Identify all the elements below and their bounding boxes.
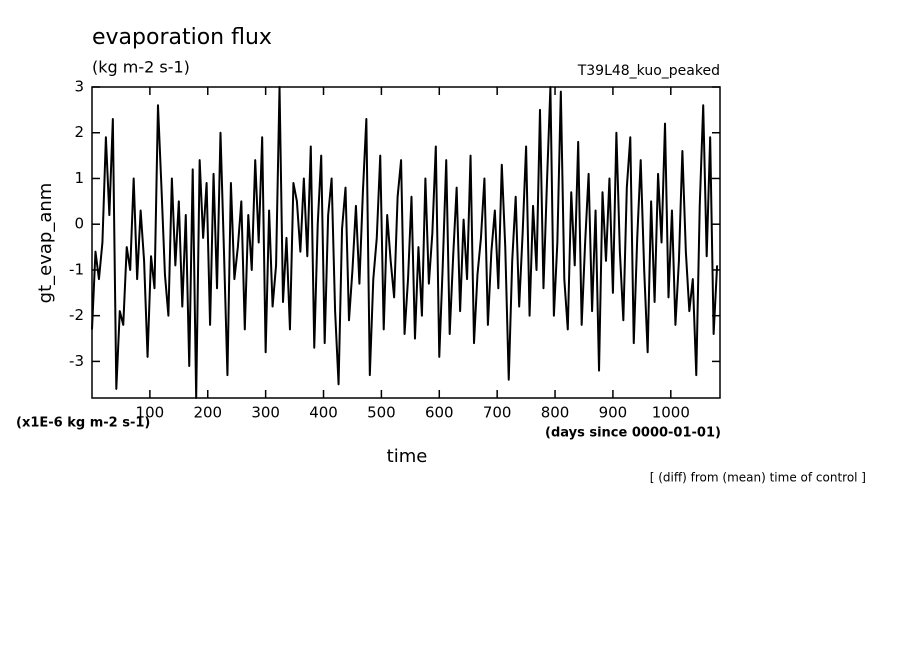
note: [ (diff) from (mean) time of control ] bbox=[650, 471, 866, 485]
x-unit: (days since 0000-01-01) bbox=[545, 426, 721, 441]
x-tick-label: 700 bbox=[483, 404, 512, 422]
chart-subtitle: (kg m-2 s-1) bbox=[92, 58, 190, 77]
y-axis-label: gt_evap_anm bbox=[35, 183, 56, 304]
y-tick-label: -2 bbox=[69, 306, 84, 324]
x-axis-label: time bbox=[387, 446, 428, 467]
x-tick-label: 900 bbox=[599, 404, 628, 422]
chart-title: evaporation flux bbox=[92, 25, 272, 50]
data-line bbox=[91, 86, 719, 399]
x-tick-label: 800 bbox=[541, 404, 570, 422]
x-tick-label: 200 bbox=[193, 404, 222, 422]
x-tick-label: 300 bbox=[251, 404, 280, 422]
y-tick-label: 2 bbox=[74, 123, 84, 141]
plot-frame bbox=[91, 86, 721, 399]
x-tick-label: 1000 bbox=[652, 404, 690, 422]
x-tick-label: 100 bbox=[136, 404, 165, 422]
x-tick-label: 600 bbox=[425, 404, 454, 422]
y-tick-label: 3 bbox=[74, 78, 84, 96]
y-tick-label: 1 bbox=[74, 169, 84, 187]
y-tick-label: 0 bbox=[74, 215, 84, 233]
y-tick-label: -3 bbox=[69, 352, 84, 370]
x-tick-label: 400 bbox=[309, 404, 338, 422]
y-unit: (x1E-6 kg m-2 s-1) bbox=[16, 416, 150, 431]
x-tick-label: 500 bbox=[367, 404, 396, 422]
y-tick-label: -1 bbox=[69, 260, 84, 278]
run-label: T39L48_kuo_peaked bbox=[577, 63, 720, 79]
